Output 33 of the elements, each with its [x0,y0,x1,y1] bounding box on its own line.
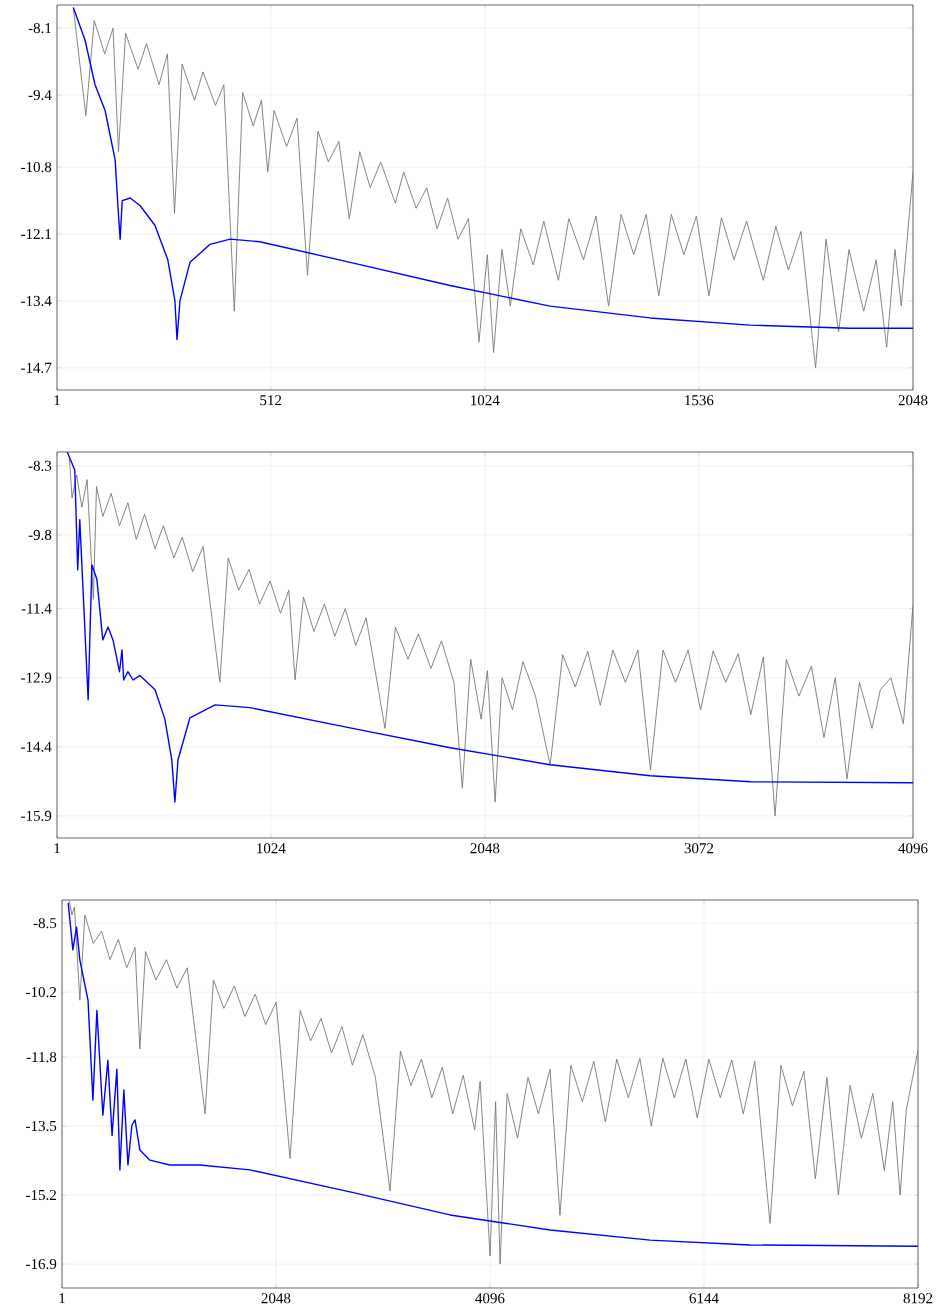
y-tick-label: -13.4 [21,295,52,307]
y-tick-label: -16.9 [26,1258,57,1270]
x-tick-label: 2048 [261,1293,291,1304]
y-tick-label: -11.8 [26,1051,57,1063]
x-tick-label: 6144 [689,1293,719,1304]
y-tick-label: -11.4 [21,603,52,614]
y-tick-label: -8.3 [28,460,52,471]
x-tick-label: 1 [54,395,60,406]
y-tick-label: -13.5 [26,1120,57,1132]
x-tick-label: 8192 [903,1293,933,1304]
y-tick-label: -9.4 [28,89,52,101]
x-tick-label: 512 [260,395,282,406]
x-tick-label: 1 [54,843,60,854]
x-tick-label: 3072 [684,843,714,854]
y-tick-label: -12.9 [21,672,52,683]
y-tick-label: -10.2 [26,987,56,998]
x-tick-label: 1024 [257,843,286,854]
y-tick-label: -12.1 [21,228,51,240]
x-tick-label: 4096 [898,843,928,854]
y-tick-label: -8.5 [33,918,57,929]
y-tick-label: -14.7 [21,362,52,373]
y-tick-label: -14.4 [21,741,52,752]
x-tick-label: 1024 [471,395,500,406]
x-tick-label: 4096 [475,1293,505,1304]
x-tick-label: 1536 [685,395,714,406]
y-tick-label: -8.1 [28,23,51,34]
y-tick-label: -9.8 [28,529,52,541]
y-tick-label: -15.2 [26,1189,56,1201]
x-tick-label: 1 [59,1293,65,1304]
x-tick-label: 2048 [898,395,928,406]
y-tick-label: -10.8 [21,162,52,173]
x-tick-label: 2048 [470,843,500,854]
y-tick-label: -15.9 [21,810,52,821]
